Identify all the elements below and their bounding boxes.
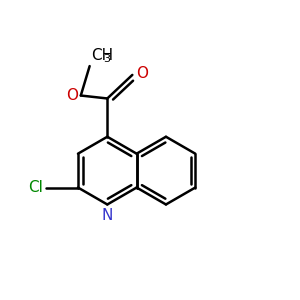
Text: O: O <box>136 66 148 81</box>
Text: O: O <box>67 88 79 103</box>
Text: 3: 3 <box>103 54 110 64</box>
Text: CH: CH <box>91 47 113 62</box>
Text: Cl: Cl <box>28 180 43 195</box>
Text: N: N <box>102 208 113 223</box>
